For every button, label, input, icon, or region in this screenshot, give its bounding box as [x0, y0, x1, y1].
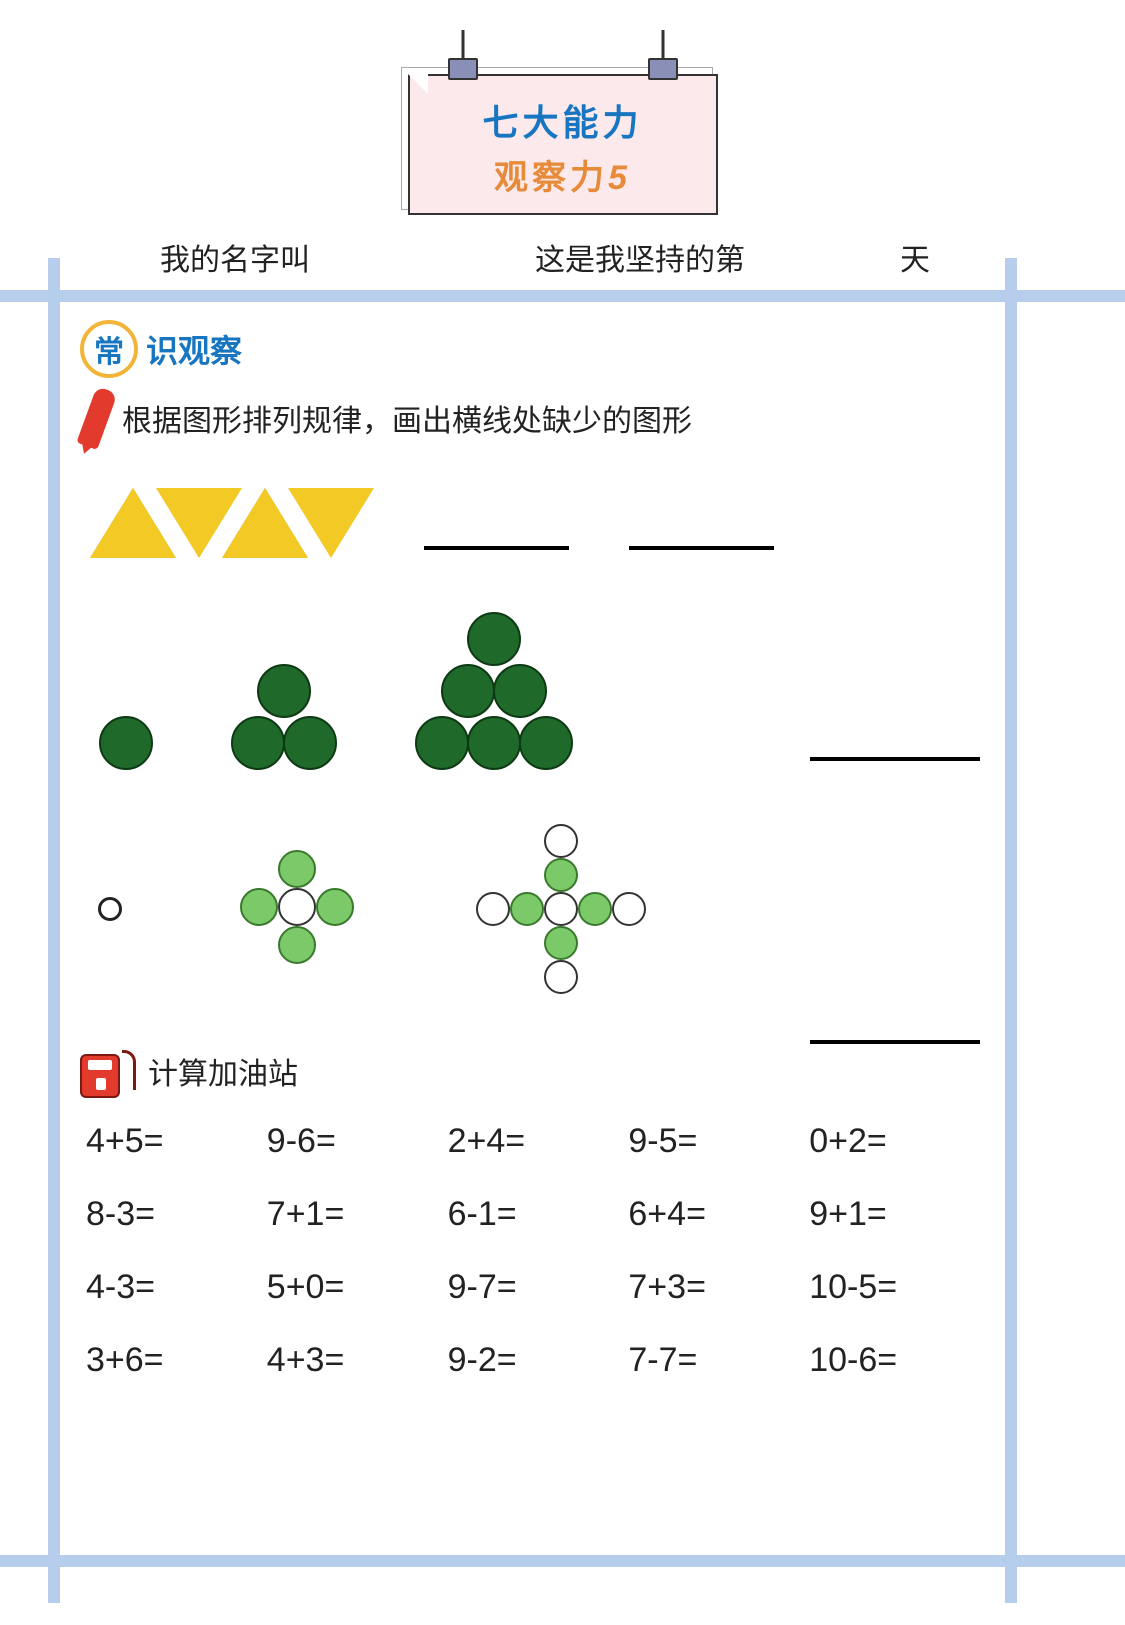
frame-line — [48, 258, 60, 1603]
white-circle — [544, 960, 578, 994]
title-banner: 七大能力 观察力5 — [408, 30, 718, 215]
frame-line — [0, 290, 1125, 302]
triangle-sequence — [100, 488, 364, 558]
circle-stack-6 — [416, 613, 572, 769]
math-problem: 5+0= — [267, 1268, 448, 1307]
green-circle — [278, 926, 316, 964]
answer-blank[interactable] — [629, 546, 774, 550]
pattern-row-3 — [98, 824, 990, 994]
section1-title: 识观察 — [146, 326, 242, 372]
plus-shape-9 — [476, 824, 646, 994]
math-problem: 9-2= — [448, 1341, 629, 1380]
white-circle — [544, 824, 578, 858]
green-circle — [578, 892, 612, 926]
math-problem: 10-6= — [809, 1341, 990, 1380]
pattern-row-1 — [80, 488, 990, 558]
section1-instruction: 根据图形排列规律，画出横线处缺少的图形 — [122, 396, 692, 440]
clip-icon — [448, 30, 478, 80]
pencil-icon — [76, 386, 117, 450]
math-problem: 9-6= — [267, 1122, 448, 1161]
plus-shape-5 — [242, 852, 356, 966]
content-area: 常 识观察 根据图形排列规律，画出横线处缺少的图形 计算加油站 4+5=9-6=… — [80, 320, 990, 1380]
dark-circle — [257, 664, 311, 718]
badge-icon: 常 — [80, 320, 138, 378]
math-problem: 7+1= — [267, 1195, 448, 1234]
day-unit: 天 — [900, 235, 930, 279]
math-problem: 8-3= — [86, 1195, 267, 1234]
green-circle — [544, 926, 578, 960]
answer-blank[interactable] — [810, 757, 980, 761]
green-circle — [510, 892, 544, 926]
name-label: 我的名字叫 — [160, 235, 310, 279]
dark-circle — [415, 716, 469, 770]
banner-title-1: 七大能力 — [410, 94, 716, 146]
math-problem: 0+2= — [809, 1122, 990, 1161]
section1-header: 常 识观察 — [80, 320, 990, 378]
math-problem: 9+1= — [809, 1195, 990, 1234]
dark-circle — [519, 716, 573, 770]
green-circle — [316, 888, 354, 926]
gas-pump-icon — [80, 1044, 130, 1098]
green-circle — [240, 888, 278, 926]
section2-title: 计算加油站 — [148, 1049, 298, 1093]
clip-icon — [648, 30, 678, 80]
arithmetic-grid: 4+5=9-6=2+4=9-5=0+2= 8-3=7+1=6-1=6+4=9+1=… — [86, 1122, 990, 1380]
small-circle — [98, 897, 122, 921]
dark-circle — [441, 664, 495, 718]
circle-stack-1 — [100, 717, 152, 769]
white-circle — [278, 888, 316, 926]
dark-circle — [467, 716, 521, 770]
math-problem: 4+5= — [86, 1122, 267, 1161]
instruction-row: 根据图形排列规律，画出横线处缺少的图形 — [86, 388, 990, 448]
triangle-down — [288, 488, 374, 558]
answer-blank[interactable] — [810, 1040, 980, 1044]
banner-card: 七大能力 观察力5 — [408, 74, 718, 215]
math-problem: 3+6= — [86, 1341, 267, 1380]
frame-line — [1005, 258, 1017, 1603]
math-problem: 4+3= — [267, 1341, 448, 1380]
math-problem: 4-3= — [86, 1268, 267, 1307]
frame-line — [0, 1555, 1125, 1567]
section2: 计算加油站 4+5=9-6=2+4=9-5=0+2= 8-3=7+1=6-1=6+… — [80, 1044, 990, 1380]
math-problem: 10-5= — [809, 1268, 990, 1307]
section2-header: 计算加油站 — [80, 1044, 990, 1098]
pattern-row-2 — [100, 613, 990, 769]
math-problem: 6+4= — [628, 1195, 809, 1234]
banner-subtitle: 观察力 — [494, 159, 608, 197]
math-problem: 2+4= — [448, 1122, 629, 1161]
circle-stack-3 — [232, 665, 336, 769]
banner-title-2: 观察力5 — [410, 150, 716, 199]
dark-circle — [99, 716, 153, 770]
white-circle — [544, 892, 578, 926]
answer-blank[interactable] — [424, 546, 569, 550]
math-problem: 9-5= — [628, 1122, 809, 1161]
green-circle — [544, 858, 578, 892]
green-circle — [278, 850, 316, 888]
dark-circle — [467, 612, 521, 666]
pattern-area — [80, 488, 990, 994]
day-label: 这是我坚持的第 — [535, 235, 745, 279]
white-circle — [612, 892, 646, 926]
banner-number: 5 — [608, 159, 631, 197]
dark-circle — [231, 716, 285, 770]
white-circle — [476, 892, 510, 926]
math-problem: 7+3= — [628, 1268, 809, 1307]
banner-clips — [408, 30, 718, 80]
math-problem: 7-7= — [628, 1341, 809, 1380]
math-problem: 6-1= — [448, 1195, 629, 1234]
math-problem: 9-7= — [448, 1268, 629, 1307]
dark-circle — [283, 716, 337, 770]
dark-circle — [493, 664, 547, 718]
